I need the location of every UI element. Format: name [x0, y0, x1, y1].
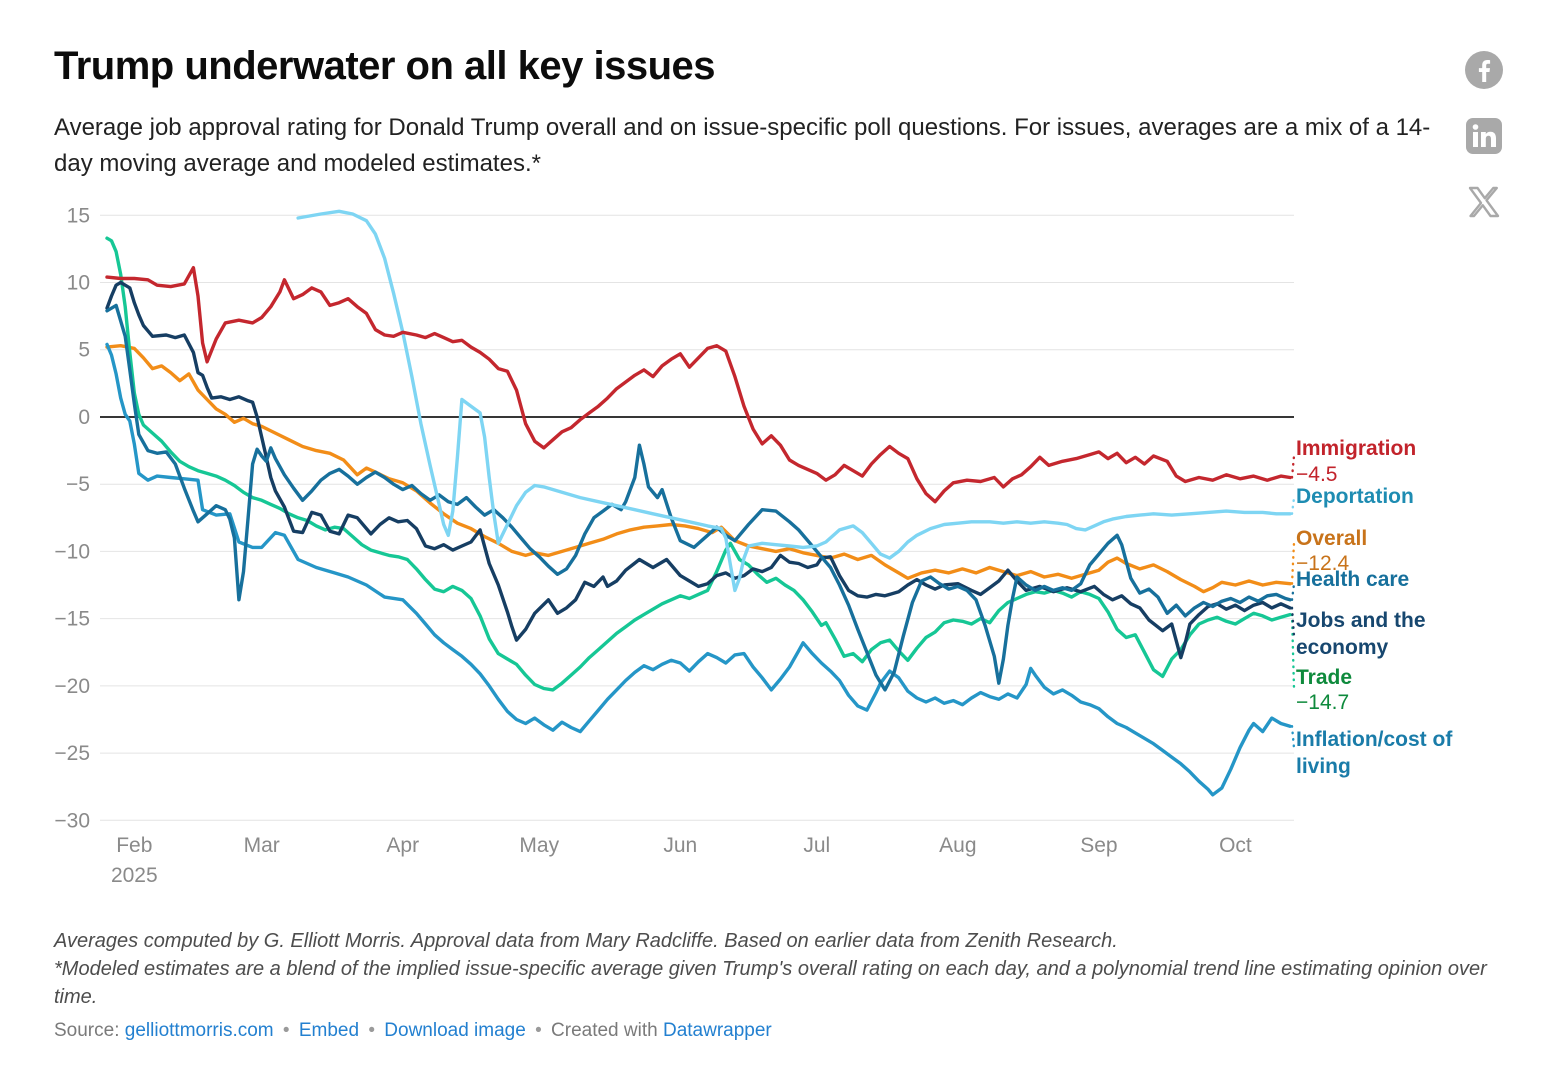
x-tick-label: Aug	[939, 834, 976, 857]
series-line-health-care	[105, 303, 1292, 692]
series-label-inflation: Inflation/cost of living	[1296, 728, 1453, 778]
series-line-overall	[105, 344, 1292, 594]
x-tick-label: Oct	[1219, 834, 1252, 857]
series-label-overall: Overall	[1296, 527, 1368, 550]
y-tick-label: −30	[54, 809, 90, 832]
series-label-jobs-economy: Jobs and the economy	[1296, 609, 1426, 659]
embed-link[interactable]: Embed	[298, 1020, 360, 1041]
x-tick-label: Mar	[244, 834, 280, 857]
y-tick-label: −25	[54, 742, 90, 765]
legend-connector	[1290, 724, 1296, 750]
source-prefix: Source:	[54, 1020, 120, 1041]
x-tick-label: Apr	[386, 834, 419, 857]
page-title: Trump underwater on all key issues	[54, 44, 716, 88]
source-line: Source: gelliottmorris.com • Embed • Dow…	[54, 1020, 772, 1042]
x-tick-label: Jun	[663, 834, 697, 857]
y-tick-label: 5	[78, 339, 90, 362]
series-line-trade	[105, 236, 1292, 692]
created-with-text: Created with	[551, 1020, 658, 1041]
series-line-immigration	[105, 266, 1292, 504]
series-label-immigration: Immigration	[1296, 437, 1417, 460]
legend-connector	[1290, 613, 1296, 690]
series-label-health-care: Health care	[1296, 568, 1410, 591]
series-line-jobs-and-the-economy	[105, 280, 1292, 660]
legend-connector	[1290, 454, 1296, 479]
separator-dot: •	[282, 1020, 290, 1041]
y-tick-label: −10	[54, 540, 90, 563]
source-link[interactable]: gelliottmorris.com	[124, 1020, 274, 1041]
series-value-trade: −14.7	[1296, 691, 1350, 714]
legend-connector	[1290, 606, 1296, 638]
y-tick-label: −15	[54, 608, 90, 631]
x-tick-label: Feb	[116, 834, 152, 857]
legend-connector	[1290, 496, 1296, 515]
series-value-immigration: −4.5	[1296, 463, 1338, 486]
y-tick-label: 15	[67, 204, 90, 227]
x-tick-label: Jul	[803, 834, 830, 857]
series-value-overall: −12.4	[1296, 552, 1350, 575]
y-tick-label: −5	[66, 473, 90, 496]
x-tick-label: May	[519, 834, 559, 857]
datawrapper-link[interactable]: Datawrapper	[662, 1020, 772, 1041]
download-image-link[interactable]: Download image	[384, 1020, 526, 1041]
separator-dot: •	[535, 1020, 542, 1041]
chart-notes: Averages computed by G. Elliott Morris. …	[54, 927, 1506, 1011]
x-tick-label: Sep	[1080, 834, 1117, 857]
x-tick-year-label: 2025	[111, 864, 158, 887]
legend-connector	[1290, 582, 1296, 602]
x-icon[interactable]	[1464, 182, 1504, 222]
y-tick-label: 0	[78, 406, 90, 429]
y-tick-label: 10	[67, 272, 90, 295]
y-tick-label: −20	[54, 675, 90, 698]
legend-connector	[1290, 541, 1296, 585]
separator-dot: •	[368, 1020, 375, 1041]
series-line-deportation	[296, 209, 1292, 593]
series-line-inflation-cost-of-living	[105, 342, 1292, 797]
linkedin-icon[interactable]	[1464, 116, 1504, 156]
chart-subtitle: Average job approval rating for Donald T…	[54, 114, 1431, 177]
notes-attribution: Averages computed by G. Elliott Morris. …	[54, 930, 1118, 952]
notes-methodology: *Modeled estimates are a blend of the im…	[54, 958, 1487, 1008]
series-label-deportation: Deportation	[1296, 485, 1414, 508]
facebook-icon[interactable]	[1464, 50, 1504, 90]
series-label-trade: Trade	[1296, 666, 1353, 689]
